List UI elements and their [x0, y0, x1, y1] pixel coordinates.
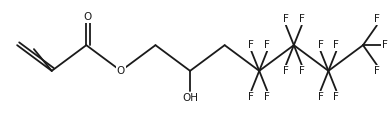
Text: O: O	[83, 13, 92, 23]
Text: F: F	[264, 92, 270, 102]
Text: F: F	[283, 66, 289, 76]
Text: F: F	[299, 15, 305, 24]
Text: O: O	[117, 66, 125, 76]
Text: F: F	[264, 40, 270, 50]
Text: F: F	[249, 40, 254, 50]
Text: F: F	[374, 66, 380, 76]
Text: F: F	[283, 15, 289, 24]
Text: F: F	[318, 40, 323, 50]
Text: F: F	[299, 66, 305, 76]
Text: F: F	[382, 40, 388, 50]
Text: F: F	[318, 92, 323, 102]
Text: F: F	[333, 92, 339, 102]
Text: F: F	[374, 15, 380, 24]
Text: OH: OH	[182, 93, 198, 103]
Text: F: F	[333, 40, 339, 50]
Text: F: F	[249, 92, 254, 102]
